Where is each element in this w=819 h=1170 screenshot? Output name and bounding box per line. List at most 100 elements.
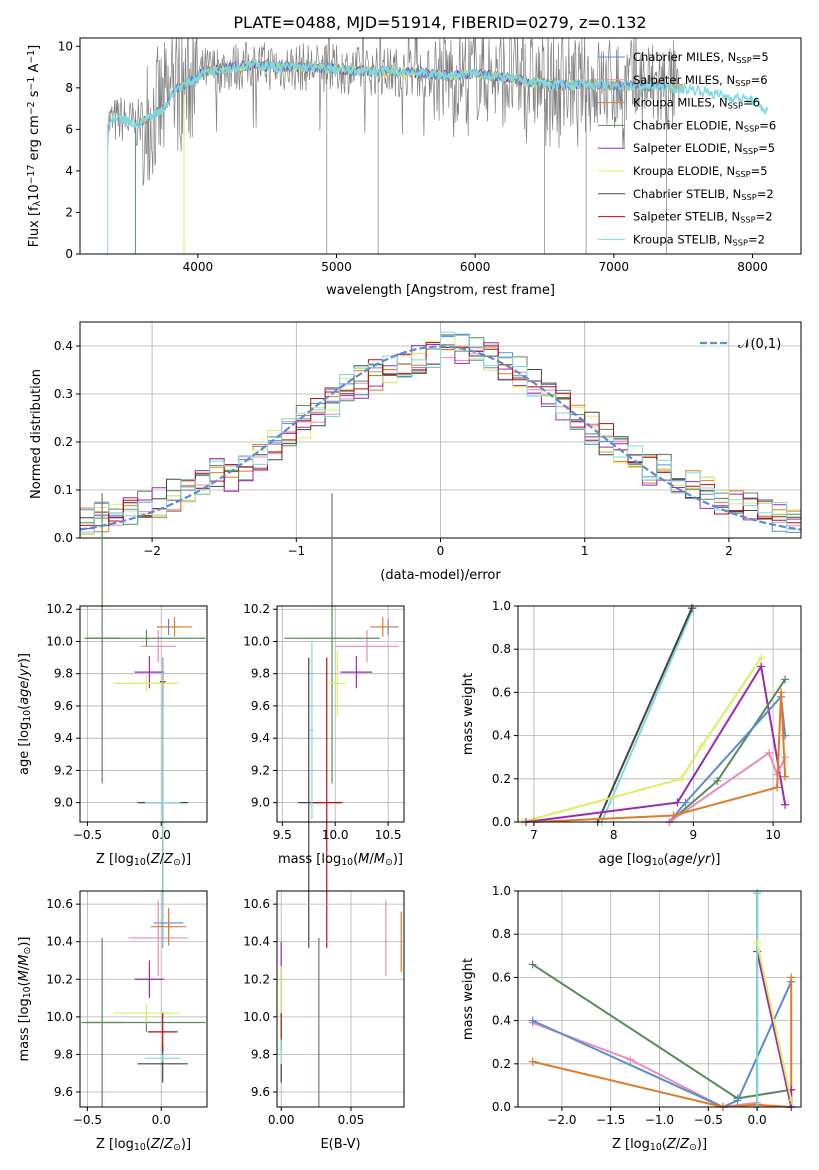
axes-weight_vs_age (518, 605, 801, 823)
y-tick-label: 0.8 (492, 642, 511, 656)
y-tick-label: 0.6 (492, 685, 511, 699)
x-tick-label: −2 (143, 544, 161, 558)
y-tick-label: 0.4 (492, 729, 511, 743)
y-axis-label: mass weight (461, 673, 476, 755)
x-tick-label: 9.5 (273, 828, 292, 842)
legend-entry: Kroupa STELIB, NSSP=2 (633, 232, 765, 247)
weight-line-chabrier_miles (668, 694, 787, 823)
y-tick-label: 10.4 (243, 935, 270, 949)
x-tick-label: −1.5 (596, 1113, 625, 1127)
y-tick-label: 2 (65, 205, 73, 219)
x-axis-label: Z [log10(Z/Z⊙)] (612, 1137, 707, 1153)
y-axis-label: mass weight (461, 958, 476, 1040)
y-tick-label: 9.6 (54, 1085, 73, 1099)
weight-marker (713, 776, 722, 785)
y-tick-label: 0.2 (492, 1057, 511, 1071)
axes-mass_vs_ebv (277, 891, 404, 1107)
axes-frame (276, 890, 405, 1108)
weight-line-kroupa_elodie (521, 657, 762, 823)
weight-marker (773, 783, 782, 792)
weight-marker (781, 772, 790, 781)
y-tick-label: 9.6 (54, 699, 73, 713)
y-tick-label: 0.8 (492, 927, 511, 941)
y-tick-label: 9.6 (251, 1085, 270, 1099)
model-spectrum-kroupa_stelib (107, 58, 769, 130)
x-tick-label: 8 (610, 828, 618, 842)
x-tick-label: 0.0 (152, 828, 171, 842)
y-tick-label: 0 (65, 247, 73, 261)
legend-entry: Salpeter STELIB, NSSP=2 (633, 210, 773, 225)
weight-line-chabrier_stelib (596, 607, 693, 823)
legend-entry: Kroupa ELODIE, NSSP=5 (633, 164, 768, 179)
weight-marker (697, 742, 706, 751)
y-axis-label: Flux [fλ10−17 erg cm−2 s−1 A−1] (26, 45, 43, 247)
weight-marker (781, 675, 790, 684)
x-axis-label: age [log10(age/yr)] (598, 852, 720, 868)
axes-frame (79, 37, 802, 255)
y-tick-label: 9.8 (251, 667, 270, 681)
y-tick-label: 1.0 (492, 599, 511, 613)
weight-marker (528, 960, 537, 969)
legend-entry: Chabrier ELODIE, NSSP=6 (633, 118, 776, 133)
y-tick-label: 0.6 (492, 970, 511, 984)
y-tick-label: 0.4 (54, 339, 73, 353)
observed-spectrum (107, 38, 680, 186)
weight-marker (753, 938, 762, 947)
y-tick-label: 9.0 (54, 796, 73, 810)
weight-line-salpeter_elodie (525, 663, 787, 823)
weight-marker (626, 1055, 635, 1064)
weight-marker (528, 1016, 537, 1025)
y-tick-label: 9.6 (251, 699, 270, 713)
y-tick-label: 9.8 (54, 667, 73, 681)
x-tick-label: −0.5 (694, 1113, 723, 1127)
axes-frame (276, 605, 405, 823)
weight-line-salpeter_miles (668, 751, 787, 823)
weight-marker (528, 1057, 537, 1066)
y-tick-label: 10.4 (46, 935, 73, 949)
weight-marker (677, 774, 686, 783)
x-tick-label: 8000 (737, 260, 768, 274)
weight-line-kroupa_elodie (756, 942, 793, 1101)
weight-marker (673, 798, 682, 807)
weight-marker (757, 662, 766, 671)
legend-entry: Salpeter MILES, NSSP=6 (633, 73, 768, 88)
x-tick-label: −0.5 (73, 1113, 102, 1127)
y-tick-label: 9.4 (251, 731, 270, 745)
y-tick-label: 9.8 (54, 1047, 73, 1061)
weight-marker (787, 973, 796, 982)
x-axis-label: mass [log10(M/M⊙)] (278, 852, 403, 868)
x-tick-label: 1 (581, 544, 589, 558)
residual-histograms (80, 331, 801, 536)
y-tick-label: 10.2 (243, 972, 270, 986)
figure-title: PLATE=0488, MJD=51914, FIBERID=0279, z=0… (233, 13, 647, 32)
y-tick-label: 4 (65, 164, 73, 178)
weight-marker (733, 1096, 742, 1105)
y-tick-label: 9.2 (54, 763, 73, 777)
y-axis-label: age [log10(age/yr)] (17, 653, 33, 775)
x-tick-label: 0.00 (268, 1113, 295, 1127)
axes-age_vs_z (80, 606, 207, 822)
legend-entry: Salpeter ELODIE, NSSP=5 (633, 141, 775, 156)
y-tick-label: 10.2 (46, 602, 73, 616)
weight-line-kroupa_miles (533, 692, 787, 823)
weight-line-salpeter_miles (532, 1021, 758, 1109)
x-axis-label: Z [log10(Z/Z⊙)] (96, 1137, 191, 1153)
weight-marker (669, 811, 678, 820)
weight-marker (753, 889, 762, 898)
y-tick-label: 9.0 (251, 796, 270, 810)
weight-marker (757, 653, 766, 662)
x-tick-label: 0 (437, 544, 445, 558)
x-tick-label: 10 (765, 828, 780, 842)
weight-marker (681, 798, 690, 807)
y-tick-label: 0.0 (54, 531, 73, 545)
weight-line-chabrier_miles (532, 981, 793, 1109)
weight-line-kroupa_miles (532, 977, 793, 1109)
y-tick-label: 0.0 (492, 1100, 511, 1114)
x-tick-label: 7000 (599, 260, 630, 274)
y-tick-label: 8 (65, 81, 73, 95)
histogram-kroupa_stelib (80, 331, 801, 533)
y-tick-label: 10.0 (46, 1010, 73, 1024)
y-tick-label: 10.0 (243, 1010, 270, 1024)
x-tick-label: −1.0 (645, 1113, 674, 1127)
